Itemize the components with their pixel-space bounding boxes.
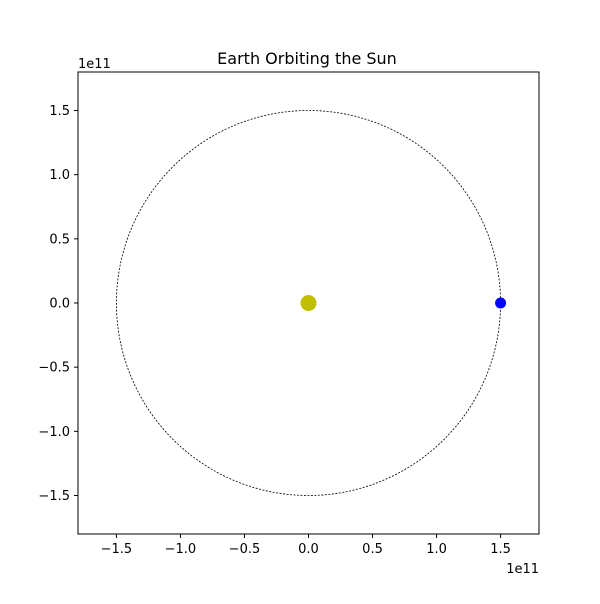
x-tick-label: 0.5 — [362, 542, 383, 557]
x-tick-label: −1.0 — [165, 542, 197, 557]
y-offset-label: 1e11 — [78, 57, 111, 72]
y-tick-label: −1.0 — [38, 425, 70, 440]
y-tick-label: −0.5 — [38, 361, 70, 376]
y-axis: 1.5 1.0 0.5 0.0 −0.5 −1.0 −1.5 — [38, 104, 78, 504]
y-tick-label: 1.5 — [49, 104, 70, 119]
x-tick-label: −0.5 — [229, 542, 261, 557]
chart-title: Earth Orbiting the Sun — [217, 49, 397, 68]
y-tick-label: −1.5 — [38, 489, 70, 504]
points-layer — [300, 295, 507, 311]
x-tick-label: 0.0 — [298, 542, 319, 557]
x-axis: −1.5 −1.0 −0.5 0.0 0.5 1.0 1.5 — [101, 534, 511, 557]
y-tick-label: 1.0 — [49, 168, 70, 183]
x-tick-label: 1.0 — [426, 542, 447, 557]
y-tick-label: 0.5 — [49, 232, 70, 247]
x-tick-label: 1.5 — [490, 542, 511, 557]
x-offset-label: 1e11 — [506, 562, 539, 577]
sun-point — [300, 295, 317, 311]
y-tick-label: 0.0 — [49, 297, 70, 312]
earth-point — [495, 297, 507, 309]
x-tick-label: −1.5 — [101, 542, 133, 557]
